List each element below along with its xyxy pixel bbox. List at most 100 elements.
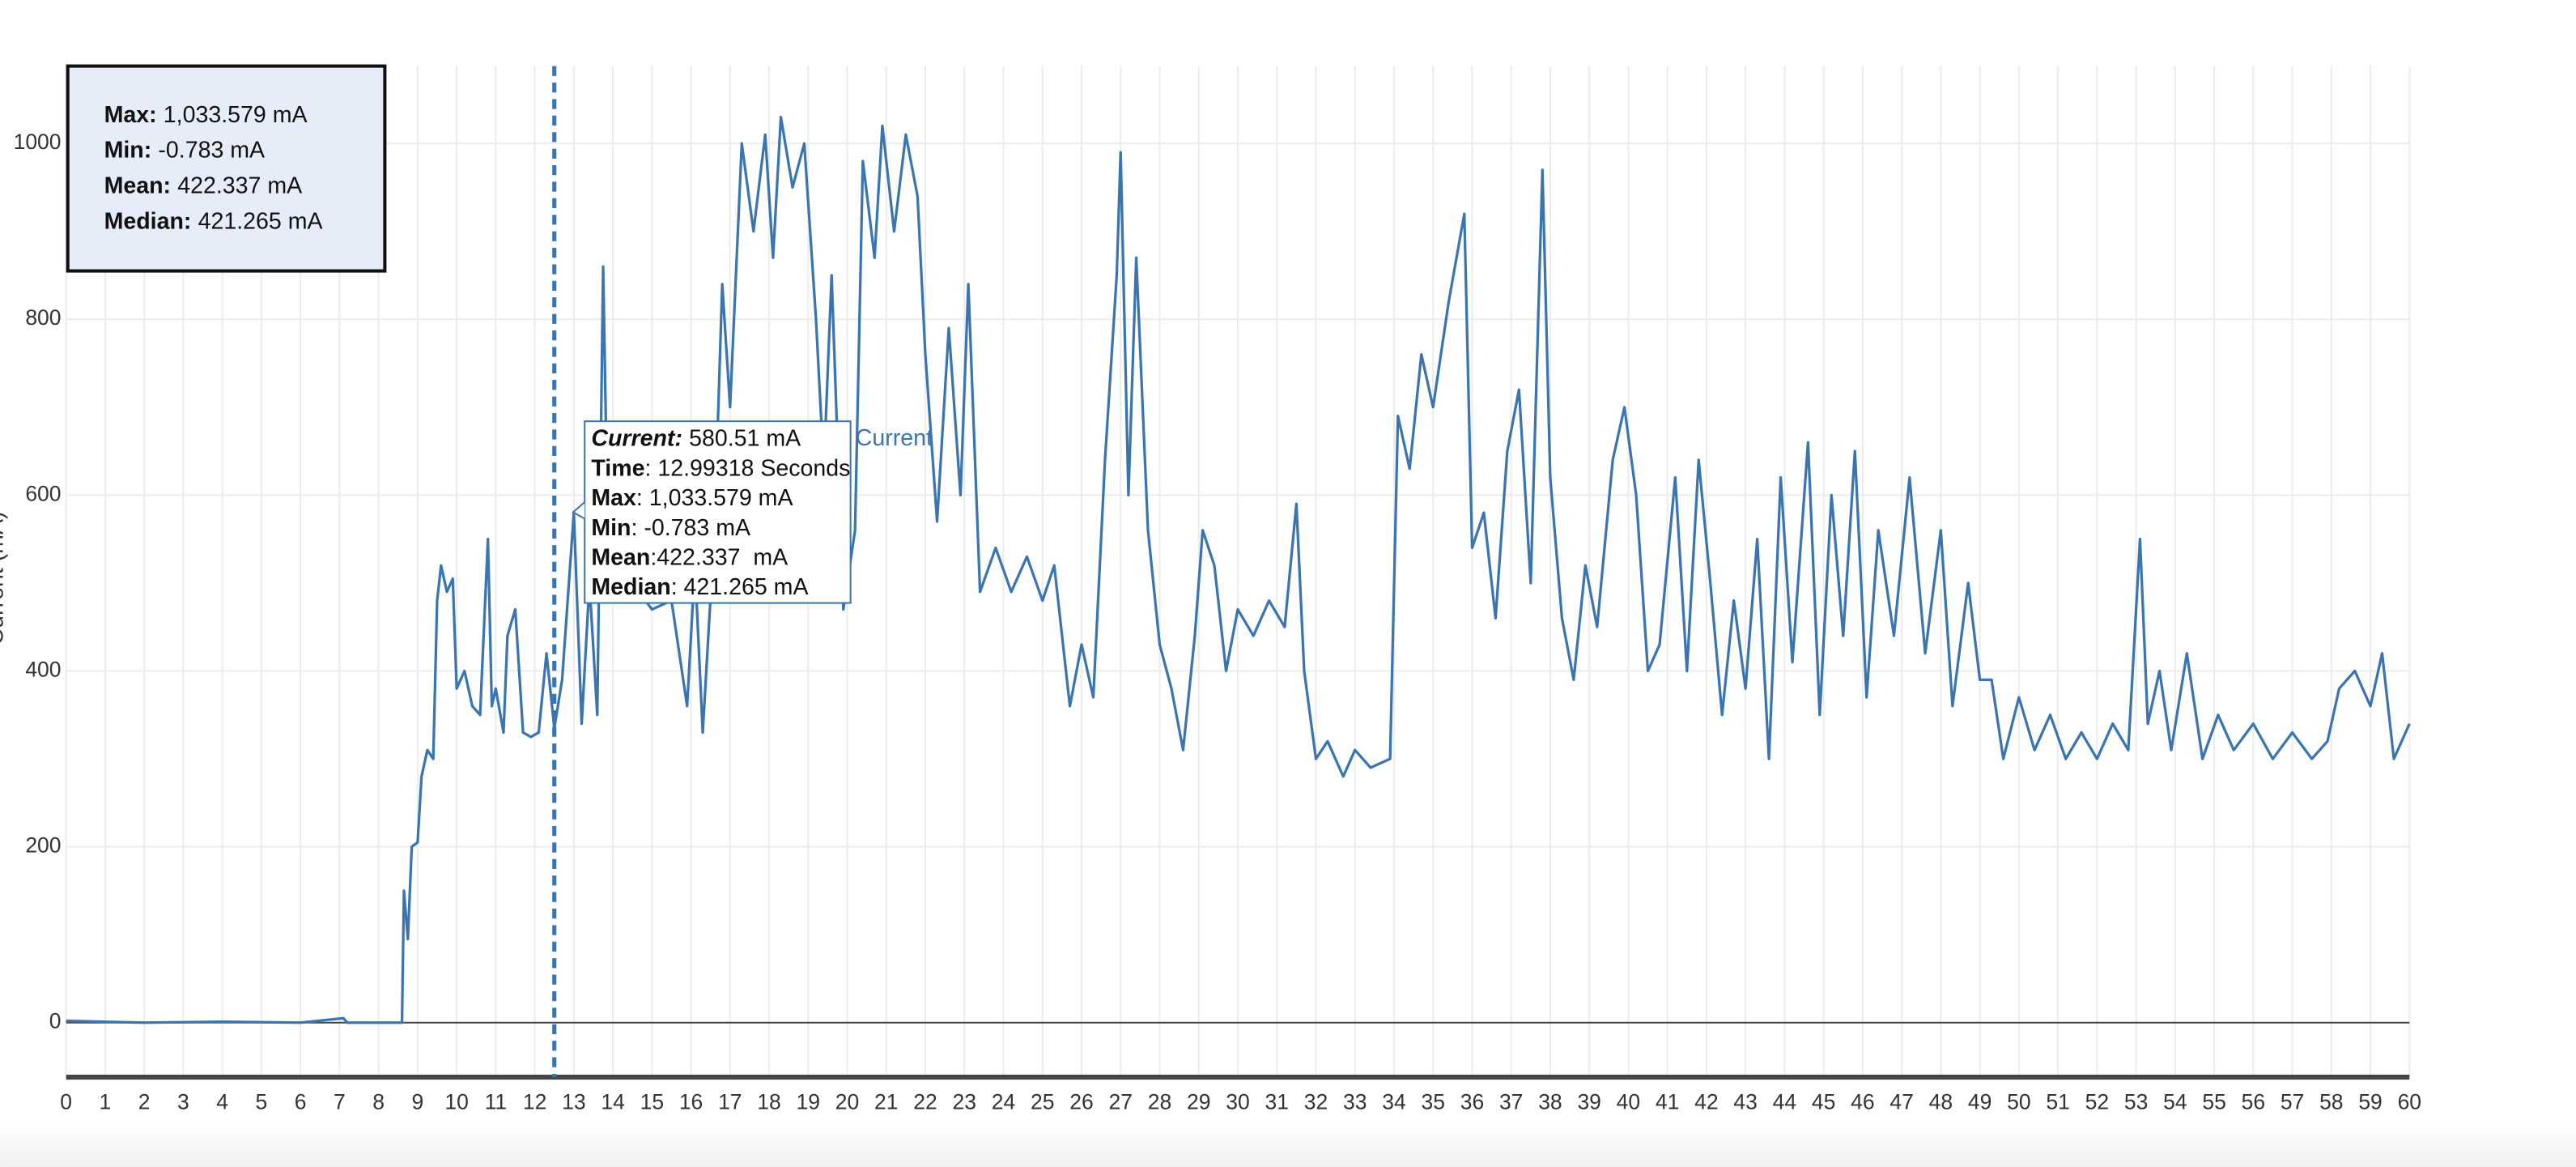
x-tick-label: 56 (2242, 1090, 2265, 1114)
x-tick-label: 51 (2046, 1090, 2069, 1114)
x-tick-label: 53 (2124, 1090, 2148, 1114)
box-line: Median: 421.265 mA (591, 574, 808, 600)
x-tick-label: 59 (2358, 1090, 2382, 1114)
y-axis-title: Current (mA) (0, 511, 9, 645)
tooltip-frame (584, 420, 852, 604)
x-tick-label: 40 (1617, 1090, 1640, 1114)
x-tick-label: 57 (2281, 1090, 2304, 1114)
x-tick-label: 35 (1421, 1090, 1444, 1114)
x-tick-label: 10 (444, 1090, 468, 1114)
x-tick-label: 47 (1889, 1090, 1913, 1114)
box-label: Median: (104, 208, 192, 234)
x-tick-label: 55 (2202, 1090, 2225, 1114)
x-tick-label: 54 (2163, 1090, 2187, 1114)
x-tick-label: 32 (1304, 1090, 1328, 1114)
x-tick-label: 36 (1460, 1090, 1484, 1114)
footer-shade (0, 1123, 2576, 1167)
x-tick-label: 21 (874, 1090, 898, 1114)
box-value: :422.337 mA (650, 544, 788, 570)
box-label: Min: (104, 137, 152, 163)
x-tick-label: 58 (2319, 1090, 2343, 1114)
box-line: Min: -0.783 mA (104, 137, 266, 163)
y-tick-label: 400 (25, 657, 61, 681)
y-tick-label: 0 (49, 1009, 62, 1033)
box-value: : 421.265 mA (671, 574, 809, 600)
series-line (66, 115, 2411, 1024)
x-tick-label: 22 (913, 1090, 937, 1114)
x-tick-label: 48 (1929, 1090, 1953, 1114)
plot (66, 66, 2411, 1078)
y-tick-label: 800 (25, 305, 61, 330)
x-tick-label: 44 (1773, 1090, 1796, 1114)
box-label: Mean: (104, 172, 171, 198)
x-tick-label: 11 (485, 1090, 508, 1114)
x-tick-label: 46 (1851, 1090, 1874, 1114)
box-value: 1,033.579 mA (164, 101, 308, 127)
box-line: Current: 580.51 mA (591, 425, 801, 451)
x-tick-label: 41 (1656, 1090, 1679, 1114)
x-tick-label: 14 (601, 1090, 624, 1114)
box-line: Max: 1,033.579 mA (591, 485, 793, 511)
x-tick-label: 9 (411, 1090, 423, 1114)
x-tick-label: 6 (295, 1090, 307, 1114)
x-tick-label: 34 (1382, 1090, 1405, 1114)
stats-box: Max: 1,033.579 mA Min: -0.783 mA Mean: 422.33… (66, 64, 387, 273)
box-line: Median: 421.265 mA (104, 208, 323, 234)
box-value: -0.783 mA (158, 137, 265, 163)
box-label: Mean (591, 544, 650, 570)
x-tick-label: 26 (1069, 1090, 1093, 1114)
x-tick-label: 25 (1031, 1090, 1054, 1114)
x-tick-label: 5 (256, 1090, 268, 1114)
x-tick-label: 3 (177, 1090, 189, 1114)
box-label: Time (591, 455, 644, 481)
x-tick-label: 42 (1694, 1090, 1718, 1114)
box-label: Max (591, 485, 636, 511)
box-value: : -0.783 mA (631, 514, 751, 540)
box-line: Mean:422.337 mA (104, 172, 303, 198)
x-tick-label: 31 (1265, 1090, 1288, 1114)
x-tick-label: 17 (718, 1090, 742, 1114)
box-value: : 12.99318 Seconds (644, 455, 850, 481)
x-tick-label: 19 (797, 1090, 820, 1114)
box-value: 580.51 mA (689, 425, 801, 451)
box-value: 421.265 mA (198, 208, 323, 234)
box-line: Max: 1,033.579 mA (104, 101, 308, 127)
box-value: : 1,033.579 mA (636, 485, 793, 511)
x-tick-label: 49 (1968, 1090, 1992, 1114)
x-tick-label: 39 (1577, 1090, 1600, 1114)
tooltip-pointer (572, 501, 585, 520)
x-tick-label: 60 (2398, 1090, 2421, 1114)
y-tick-label: 600 (25, 481, 61, 505)
x-tick-label: 0 (60, 1090, 72, 1114)
x-tick-label: 23 (953, 1090, 976, 1114)
box-line: Time: 12.99318 Seconds (591, 455, 850, 481)
x-tick-label: 18 (757, 1090, 780, 1114)
stats-box-frame (66, 64, 387, 273)
x-tick-label: 12 (523, 1090, 546, 1114)
x-tick-label: 29 (1187, 1090, 1210, 1114)
tooltip-series-label: Current (856, 425, 933, 451)
x-tick-label: 7 (334, 1090, 346, 1114)
box-label: Current: (591, 425, 682, 451)
box-label: Min (591, 514, 631, 540)
x-tick-label: 45 (1812, 1090, 1835, 1114)
x-tick-label: 20 (835, 1090, 859, 1114)
x-tick-label: 50 (2007, 1090, 2030, 1114)
x-tick-label: 37 (1499, 1090, 1523, 1114)
x-tick-label: 13 (562, 1090, 585, 1114)
box-label: Median (591, 574, 670, 600)
y-tick-label: 1000 (14, 130, 62, 154)
tooltip: Current Current: 580.51 mA Time: 12.99318 … (572, 420, 933, 604)
x-tick-label: 27 (1109, 1090, 1133, 1114)
x-tick-label: 2 (138, 1090, 151, 1114)
x-tick-label: 33 (1343, 1090, 1367, 1114)
x-tick-label: 43 (1733, 1090, 1757, 1114)
x-tick-label: 1 (100, 1090, 112, 1114)
x-tick-label: 38 (1538, 1090, 1562, 1114)
box-line: Min: -0.783 mA (591, 514, 750, 540)
x-tick-label: 8 (372, 1090, 385, 1114)
x-tick-label: 4 (216, 1090, 228, 1114)
box-label: Max: (104, 101, 157, 127)
